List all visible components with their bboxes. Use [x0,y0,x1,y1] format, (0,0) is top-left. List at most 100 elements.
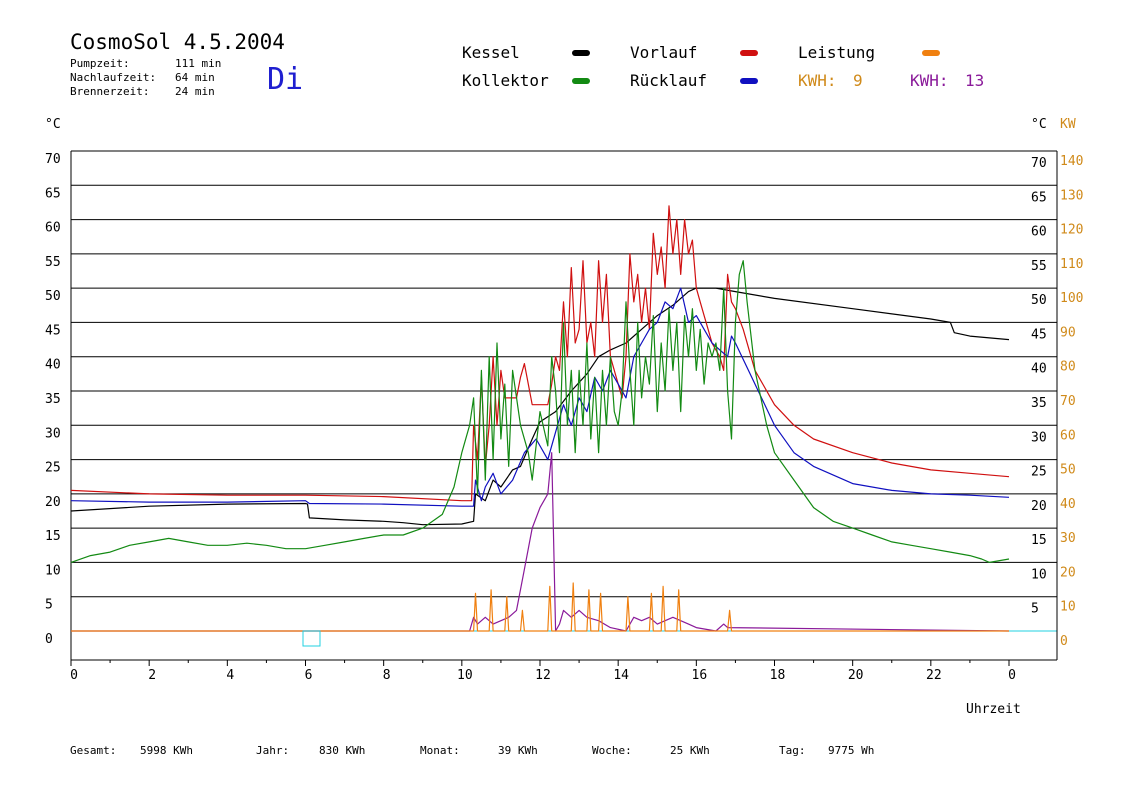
y-tick-label-kw: 140 [1060,154,1083,169]
y-tick-label-right: 55 [1031,259,1047,274]
stat-value-pumpzeit: 111 min [175,57,222,70]
x-tick-label: 8 [383,668,391,683]
footer-woche-value: 25 KWh [670,744,710,757]
legend-kollektor-label: Kollektor [462,71,549,90]
y-tick-label-kw: 70 [1060,394,1076,409]
y-tick-label-right: 60 [1031,225,1047,240]
legend-kwh1-label: KWH: [798,71,837,90]
footer-jahr-label: Jahr: [256,744,290,757]
y-tick-label-kw: 30 [1060,531,1076,546]
y-tick-label-left: 50 [45,289,61,304]
x-tick-label: 16 [692,668,708,683]
footer-tag-value: 9775 Wh [828,744,875,757]
y-tick-label-right: 70 [1031,156,1047,171]
x-tick-label: 0 [70,668,78,683]
legend-leistung-label: Leistung [798,43,876,62]
y-tick-label-kw: 120 [1060,223,1083,238]
y-tick-label-left: 10 [45,563,61,578]
y-tick-label-right: 10 [1031,567,1047,582]
footer-woche-label: Woche: [592,744,632,757]
footer-monat-value: 39 KWh [498,744,538,757]
marker-box [302,630,321,647]
series-line [70,260,1010,564]
series-line [70,287,1010,507]
x-tick-label: 2 [148,668,156,683]
x-tick-label: 18 [770,668,786,683]
legend-vorlauf-swatch [740,50,758,56]
day-label: Di [267,62,304,97]
footer-gesamt-label: Gesamt: [70,744,117,757]
series-line [70,205,1010,502]
stat-label-nachlaufzeit: Nachlaufzeit: [70,71,157,84]
series-line [70,287,1010,526]
y-tick-label-right: 5 [1031,602,1039,617]
legend-kessel-label: Kessel [462,43,520,62]
y-tick-label-kw: 100 [1060,291,1083,306]
x-tick-label: 0 [1008,668,1016,683]
legend-leistung-swatch [922,50,940,56]
y-tick-label-kw: 60 [1060,428,1076,443]
legend-kwh1-value: 9 [853,71,863,90]
y-tick-label-left: 30 [45,426,61,441]
footer-monat-label: Monat: [420,744,460,757]
series-line [71,452,1010,632]
footer-gesamt-value: 5998 KWh [140,744,193,757]
legend-kollektor-swatch [572,78,590,84]
stat-label-pumpzeit: Pumpzeit: [70,57,130,70]
stat-value-brennerzeit: 24 min [175,85,215,98]
y-tick-label-kw: 50 [1060,463,1076,478]
x-tick-label: 22 [926,668,942,683]
series-line [71,582,1009,632]
footer-tag-label: Tag: [779,744,806,757]
y-tick-label-left: 40 [45,358,61,373]
y-tick-label-left: 65 [45,186,61,201]
legend-ruecklauf-label: Rücklauf [630,71,708,90]
y-tick-label-left: 5 [45,598,53,613]
y-tick-label-left: 45 [45,323,61,338]
y-tick-label-kw: 80 [1060,360,1076,375]
right-axis-unit-kw: KW [1060,117,1076,132]
right-axis-unit-celsius: °C [1031,117,1047,132]
x-tick-label: 6 [305,668,313,683]
y-tick-label-right: 40 [1031,362,1047,377]
y-tick-label-left: 70 [45,152,61,167]
y-tick-label-right: 20 [1031,499,1047,514]
y-tick-label-left: 20 [45,495,61,510]
legend-kwh2-label: KWH: [910,71,949,90]
y-tick-label-right: 25 [1031,465,1047,480]
y-tick-label-kw: 0 [1060,634,1068,649]
legend-kwh2-value: 13 [965,71,985,90]
y-tick-label-right: 15 [1031,533,1047,548]
y-tick-label-kw: 90 [1060,325,1076,340]
left-axis-unit: °C [45,117,61,132]
y-tick-label-right: 30 [1031,430,1047,445]
x-tick-label: 14 [613,668,629,683]
x-tick-label: 12 [535,668,551,683]
y-tick-label-kw: 40 [1060,497,1076,512]
x-tick-label: 20 [848,668,864,683]
y-tick-label-left: 15 [45,529,61,544]
legend-ruecklauf-swatch [740,78,758,84]
y-tick-label-kw: 10 [1060,600,1076,615]
x-tick-label: 4 [226,668,234,683]
y-tick-label-kw: 110 [1060,257,1083,272]
y-tick-label-right: 45 [1031,327,1047,342]
legend-vorlauf-label: Vorlauf [630,43,698,62]
y-tick-label-right: 65 [1031,190,1047,205]
y-tick-label-left: 25 [45,461,61,476]
y-tick-label-right: 50 [1031,293,1047,308]
y-tick-label-right: 35 [1031,396,1047,411]
x-axis-label: Uhrzeit [966,702,1021,717]
footer-jahr-value: 830 KWh [319,744,366,757]
stat-value-nachlaufzeit: 64 min [175,71,215,84]
x-tick-label: 10 [457,668,473,683]
y-tick-label-left: 55 [45,255,61,270]
y-tick-label-left: 60 [45,221,61,236]
y-tick-label-kw: 20 [1060,565,1076,580]
legend-kessel-swatch [572,50,590,56]
chart-title: CosmoSol 4.5.2004 [70,30,285,54]
stat-label-brennerzeit: Brennerzeit: [70,85,150,98]
y-tick-label-left: 35 [45,392,61,407]
y-tick-label-kw: 130 [1060,188,1083,203]
